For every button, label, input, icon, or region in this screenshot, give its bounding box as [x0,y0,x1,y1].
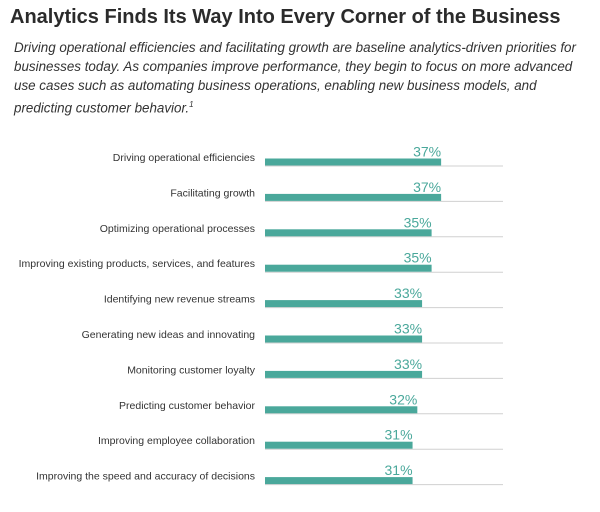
category-label: Improving the speed and accuracy of deci… [36,471,255,483]
category-label: Improving existing products, services, a… [19,258,255,270]
bar [265,406,418,414]
category-label: Identifying new revenue streams [104,294,255,306]
value-label: 33% [394,285,422,301]
category-label: Generating new ideas and innovating [82,329,256,341]
category-label: Facilitating growth [170,187,255,199]
bar [265,370,423,378]
intro-text: Driving operational efficiencies and fac… [14,40,576,116]
bar [265,264,432,272]
value-label: 31% [385,427,413,443]
chart-title: Analytics Finds Its Way Into Every Corne… [10,6,561,28]
bar [265,441,413,449]
footnote-mark: 1 [189,100,194,109]
value-label: 37% [413,144,441,160]
category-label: Monitoring customer loyalty [127,364,256,376]
category-label: Optimizing operational processes [100,223,255,235]
bar [265,300,423,308]
value-label: 32% [389,391,417,407]
bar [265,335,423,343]
value-label: 33% [394,356,422,372]
chart-intro: Driving operational efficiencies and fac… [14,38,594,117]
category-label: Predicting customer behavior [119,400,255,412]
category-label: Driving operational efficiencies [113,152,255,164]
value-label: 37% [413,179,441,195]
value-label: 35% [404,250,432,266]
value-label: 31% [385,462,413,478]
bar [265,229,432,237]
bar [265,193,442,201]
value-label: 33% [394,321,422,337]
bar [265,158,442,166]
value-label: 35% [404,214,432,230]
category-label: Improving employee collaboration [98,435,255,447]
bar [265,477,413,485]
